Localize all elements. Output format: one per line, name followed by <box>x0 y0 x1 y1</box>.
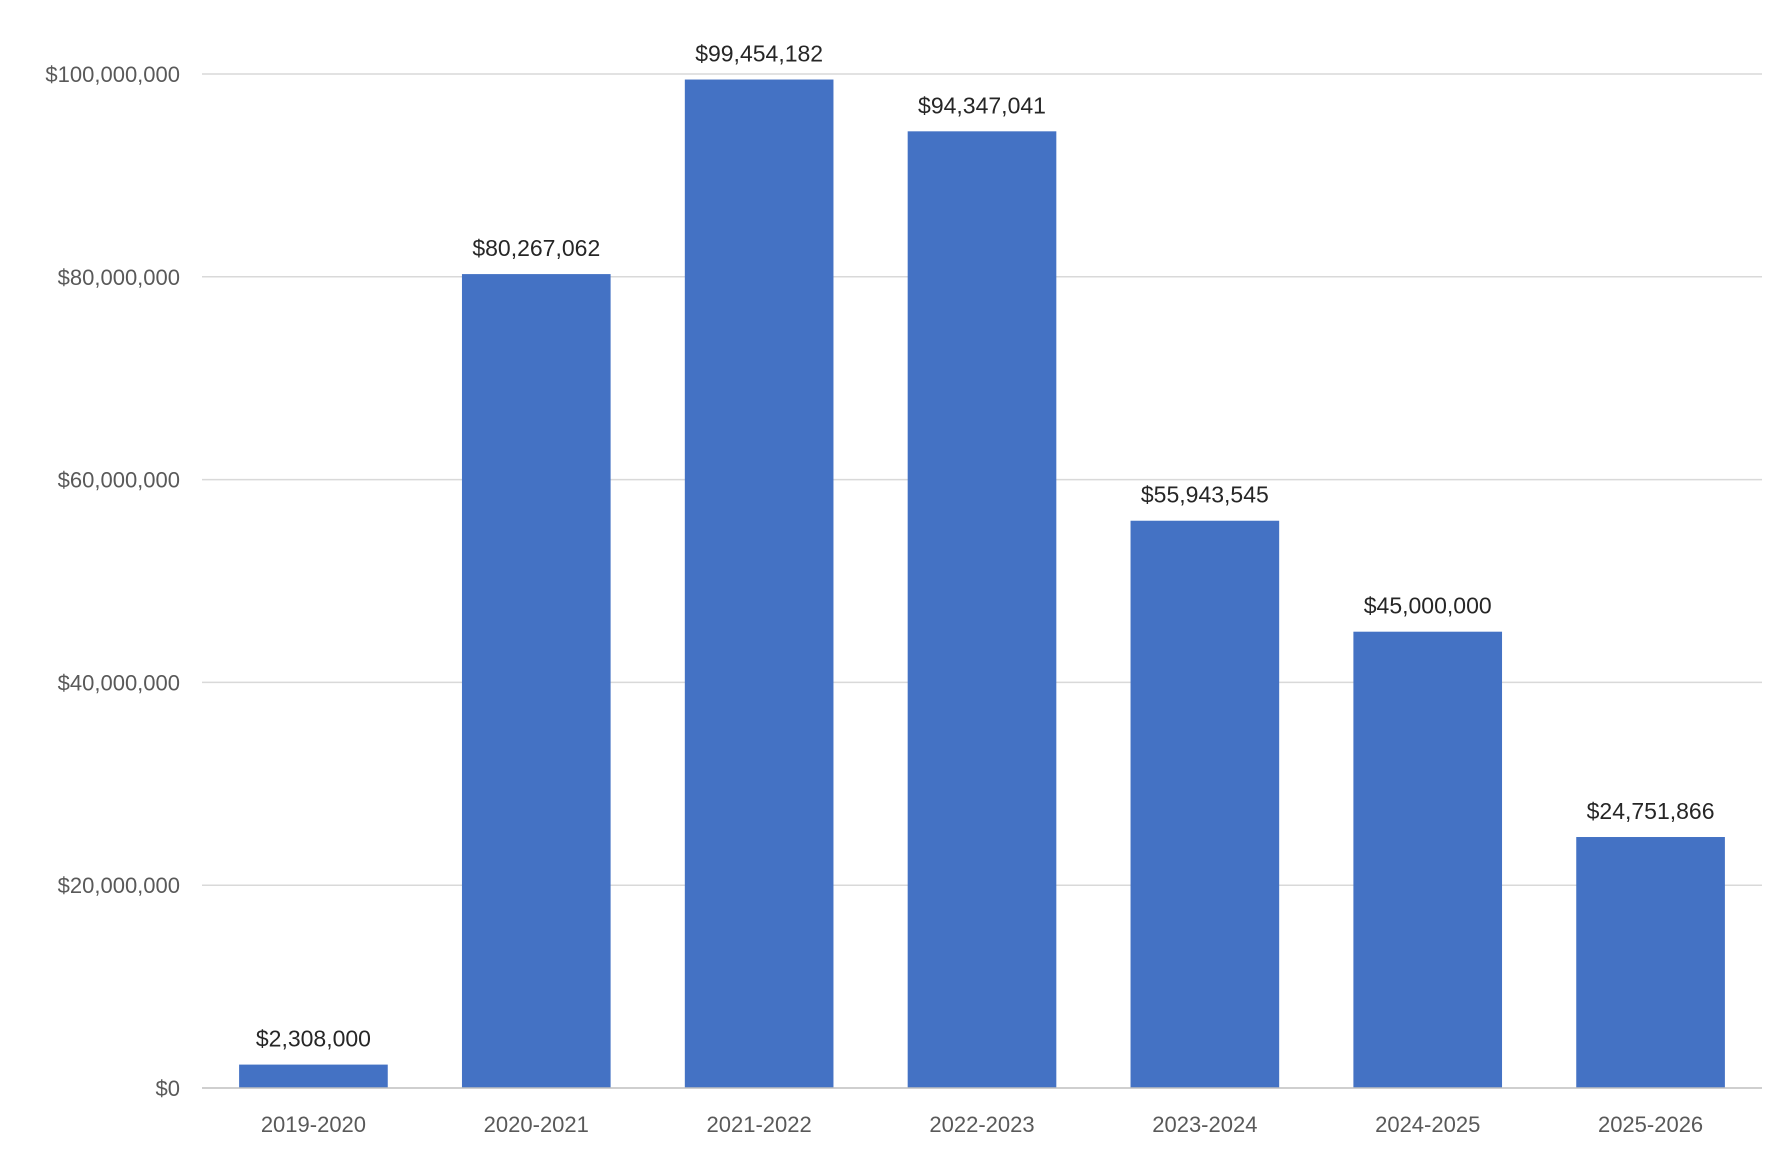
x-tick-label: 2024-2025 <box>1375 1112 1480 1137</box>
y-tick-label: $20,000,000 <box>58 873 180 898</box>
bar-data-label: $55,943,545 <box>1141 482 1269 508</box>
y-tick-label: $80,000,000 <box>58 265 180 290</box>
bar <box>1576 837 1725 1088</box>
axes: $0 $20,000,000 $40,000,000 $60,000,000 $80,0… <box>45 62 1762 1137</box>
data-labels: $2,308,000 $80,267,062 $99,454,182 $94,347,… <box>256 41 1715 1052</box>
x-tick-label: 2019-2020 <box>261 1112 366 1137</box>
y-tick-label: $40,000,000 <box>58 670 180 695</box>
bar-data-label: $94,347,041 <box>918 92 1046 118</box>
bars <box>239 79 1725 1089</box>
bar <box>1353 631 1503 1088</box>
x-tick-label: 2022-2023 <box>929 1112 1034 1137</box>
bar <box>684 79 834 1088</box>
bar-data-label: $24,751,866 <box>1587 798 1715 824</box>
bar <box>239 1064 388 1088</box>
x-tick-label: 2021-2022 <box>707 1112 812 1137</box>
bar-data-label: $80,267,062 <box>472 235 600 261</box>
bar-data-label: $99,454,182 <box>695 41 823 67</box>
x-tick-label: 2020-2021 <box>484 1112 589 1137</box>
y-tick-label: $0 <box>156 1076 180 1101</box>
bar-data-label: $45,000,000 <box>1364 593 1492 619</box>
bar <box>461 274 611 1088</box>
bar <box>907 131 1057 1089</box>
bar-data-label: $2,308,000 <box>256 1026 371 1052</box>
x-tick-label: 2025-2026 <box>1598 1112 1703 1137</box>
bar <box>1130 520 1280 1088</box>
x-tick-label: 2023-2024 <box>1152 1112 1257 1137</box>
y-tick-label: $60,000,000 <box>58 468 180 493</box>
y-tick-label: $100,000,000 <box>45 62 180 87</box>
